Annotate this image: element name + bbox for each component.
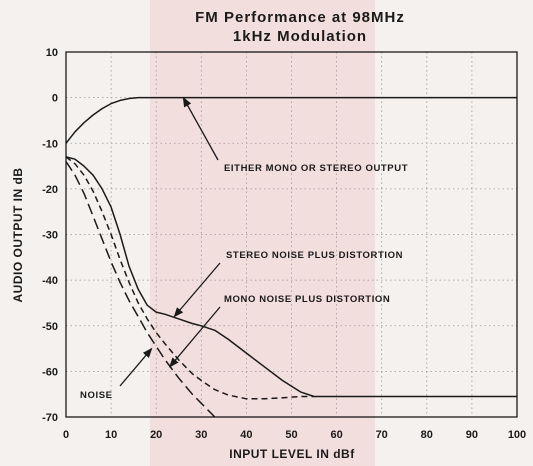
y-tick-label: 10	[46, 47, 58, 59]
x-tick-label: 100	[508, 429, 526, 441]
y-tick-label: -70	[42, 412, 58, 424]
series-layer	[65, 96, 517, 418]
x-tick-label: 80	[421, 429, 433, 441]
x-tick-label: 40	[240, 429, 252, 441]
series-line-1	[65, 96, 517, 144]
series-line-3	[65, 156, 315, 400]
annotation-label-3: MONO NOISE PLUS DISTORTION	[224, 294, 390, 305]
series-line-4	[65, 161, 216, 418]
x-axis-label: INPUT LEVEL IN dBf	[229, 447, 355, 461]
x-tick-label: 90	[466, 429, 478, 441]
annotation-label-1: EITHER MONO OR STEREO OUTPUT	[224, 163, 408, 174]
x-tick-label: 10	[105, 429, 117, 441]
y-tick-label: -10	[42, 138, 58, 150]
y-axis-label: AUDIO OUTPUT IN dB	[11, 168, 25, 303]
x-tick-label: 0	[63, 429, 69, 441]
y-tick-label: -30	[42, 230, 58, 242]
annotation-arrow-2	[173, 262, 221, 318]
y-tick-label: -50	[42, 321, 58, 333]
x-tick-label: 30	[195, 429, 207, 441]
x-tick-label: 60	[330, 429, 342, 441]
y-tick-label: -40	[42, 275, 58, 287]
y-tick-label: -20	[42, 184, 58, 196]
annotation-arrow-4	[119, 347, 153, 387]
y-tick-label: -60	[42, 366, 58, 378]
chart-title-line-1: FM Performance at 98MHz	[195, 9, 405, 26]
annotation-arrow-3	[169, 306, 221, 368]
series-line-2	[65, 156, 517, 398]
y-tick-label: 0	[52, 93, 58, 105]
grid	[66, 52, 517, 417]
annotation-label-2: STEREO NOISE PLUS DISTORTION	[226, 250, 403, 261]
tick-labels: 0 10 20 30 40 50 60 70 80 90 100100-10-20-30-40-50…	[42, 47, 526, 441]
annotation-arrow-1	[182, 96, 219, 161]
x-tick-label: 70	[376, 429, 388, 441]
annotations: EITHER MONO OR STEREO OUTPUT STEREO NOISE…	[80, 96, 408, 401]
x-tick-label: 50	[285, 429, 297, 441]
plot-frame	[65, 51, 518, 418]
chart-title-line-2: 1kHz Modulation	[233, 28, 367, 45]
annotation-label-4: NOISE	[80, 390, 113, 401]
x-tick-label: 20	[150, 429, 162, 441]
